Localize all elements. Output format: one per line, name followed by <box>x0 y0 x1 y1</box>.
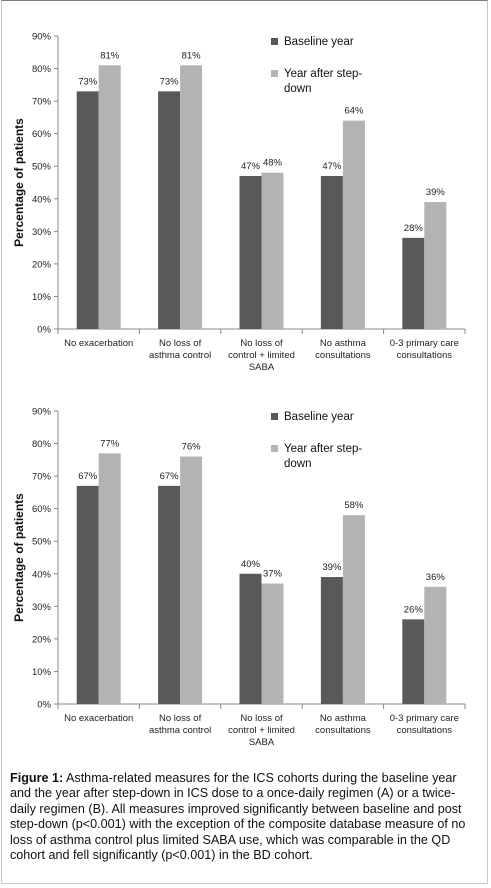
chart-b-data-label: 67% <box>160 471 180 482</box>
chart-a-legend-label-after: Year after step-down <box>284 68 362 95</box>
chart-b-category-label: No loss of <box>240 713 283 724</box>
chart-a-category-label: consultations <box>315 350 371 361</box>
chart-b-y-tick-label: 50% <box>32 537 52 548</box>
chart-a-category-label: consultations <box>397 350 453 361</box>
chart-b-y-tick-label: 70% <box>32 472 52 483</box>
chart-a-bar-after-2 <box>261 172 284 329</box>
chart-b-bar-after-3 <box>342 515 365 704</box>
caption-text: Asthma-related measures for the ICS coho… <box>10 771 466 863</box>
chart-a-y-tick-label: 30% <box>32 227 52 238</box>
chart-a-bar-baseline-3 <box>320 175 343 329</box>
chart-b-bar-baseline-4 <box>402 619 425 704</box>
chart-b-data-label: 37% <box>263 569 283 580</box>
chart-b-bar-after-2 <box>261 583 284 704</box>
chart-a-bar-after-3 <box>342 120 365 330</box>
chart-a-category-label: No exacerbation <box>64 338 133 349</box>
chart-a-data-label: 39% <box>426 187 446 198</box>
chart-a-category-label: control + limited <box>228 350 295 361</box>
chart-b-category-label: No asthma <box>320 713 367 724</box>
chart-a-data-label: 73% <box>78 76 98 87</box>
chart-b: 0% 10% 20% 30% 40% 50% 60% 70% 80% 90% Percentage … <box>6 393 484 763</box>
chart-a-y-axis-title: Percentage of patients <box>12 118 26 247</box>
chart-a-category-label: No asthma <box>320 338 367 349</box>
chart-a-category-label: 0-3 primary care <box>390 338 459 349</box>
chart-b-bar-after-4 <box>424 586 447 704</box>
chart-b-y-tick-label: 10% <box>32 667 52 678</box>
chart-b-category-label: SABA <box>249 737 275 748</box>
chart-b-data-label: 39% <box>322 562 342 573</box>
chart-b-category-label: asthma control <box>149 725 211 736</box>
chart-a-y-tick-label: 20% <box>32 259 52 270</box>
chart-b-legend-label-baseline: Baseline year <box>284 411 354 423</box>
chart-a-bar-after-1 <box>180 65 203 330</box>
chart-a-data-label: 48% <box>263 158 283 169</box>
chart-a-data-label: 73% <box>160 76 180 87</box>
chart-b-category-label: consultations <box>315 725 371 736</box>
chart-a-category-label: SABA <box>249 362 275 373</box>
chart-b-y-tick-label: 90% <box>32 407 52 418</box>
chart-b-y-tick-label: 40% <box>32 569 52 580</box>
chart-b-data-label: 40% <box>241 559 261 570</box>
chart-a-y-tick-label: 0% <box>37 325 51 336</box>
chart-b-data-label: 67% <box>78 471 98 482</box>
chart-a-data-label: 64% <box>344 106 364 117</box>
chart-b-svg: 0% 10% 20% 30% 40% 50% 60% 70% 80% 90% Percentage … <box>12 407 466 748</box>
figure-caption: Figure 1: Asthma-related measures for th… <box>10 771 480 863</box>
chart-b-bar-after-0 <box>98 453 121 704</box>
chart-a-y-tick-label: 70% <box>32 97 52 108</box>
chart-a-svg: 0% 10% 20% 30% 40% 50% 60% 70% 80% 90% Percentage … <box>12 32 466 373</box>
chart-b-category-label: 0-3 primary care <box>390 713 459 724</box>
chart-b-bar-baseline-1 <box>158 485 181 704</box>
chart-b-bar-baseline-0 <box>76 485 99 704</box>
chart-b-legend-swatch-after <box>271 445 278 452</box>
chart-a-data-label: 81% <box>182 50 202 61</box>
chart-a-legend-swatch-baseline <box>271 38 278 45</box>
chart-a-data-label: 28% <box>404 223 424 234</box>
chart-b-bar-after-1 <box>180 456 203 704</box>
chart-b-data-label: 77% <box>100 438 120 449</box>
chart-a-legend-label-baseline: Baseline year <box>284 36 354 48</box>
chart-b-y-axis-title: Percentage of patients <box>12 493 26 622</box>
chart-b-data-label: 36% <box>426 572 446 583</box>
chart-b-legend-swatch-baseline <box>271 413 278 420</box>
chart-a-bar-after-4 <box>424 202 447 329</box>
chart-b-category-label: consultations <box>397 725 453 736</box>
chart-a-data-label: 47% <box>322 161 342 172</box>
chart-b-category-label: No loss of <box>159 713 202 724</box>
chart-a-y-tick-label: 80% <box>32 64 52 75</box>
chart-b-y-tick-label: 0% <box>37 700 51 711</box>
chart-a-legend-swatch-after <box>271 70 278 77</box>
chart-a-y-tick-label: 50% <box>32 162 52 173</box>
chart-b-data-label: 58% <box>344 500 364 511</box>
chart-a-category-label: No loss of <box>240 338 283 349</box>
chart-a-bar-baseline-1 <box>158 91 181 329</box>
chart-a-y-tick-label: 60% <box>32 129 52 140</box>
chart-a: 0% 10% 20% 30% 40% 50% 60% 70% 80% 90% Percentage … <box>6 18 484 388</box>
chart-a-category-label: asthma control <box>149 350 211 361</box>
chart-b-data-label: 76% <box>182 442 202 453</box>
chart-a-bar-baseline-2 <box>239 175 262 329</box>
chart-a-y-tick-label: 10% <box>32 292 52 303</box>
chart-b-bar-baseline-3 <box>320 577 343 704</box>
chart-a-bar-baseline-4 <box>402 237 425 329</box>
chart-b-y-tick-label: 80% <box>32 439 52 450</box>
chart-a-bar-baseline-0 <box>76 91 99 329</box>
chart-b-y-tick-label: 30% <box>32 602 52 613</box>
chart-b-data-label: 26% <box>404 604 424 615</box>
chart-a-data-label: 47% <box>241 161 261 172</box>
chart-a-bar-after-0 <box>98 65 121 330</box>
chart-a-data-label: 81% <box>100 50 120 61</box>
chart-b-bar-baseline-2 <box>239 573 262 704</box>
chart-a-category-label: No loss of <box>159 338 202 349</box>
caption-label: Figure 1: <box>10 771 64 785</box>
chart-b-legend-label-after: Year after step-down <box>284 443 362 470</box>
chart-a-y-tick-label: 40% <box>32 194 52 205</box>
chart-a-y-tick-label: 90% <box>32 32 52 43</box>
chart-b-y-tick-label: 20% <box>32 634 52 645</box>
chart-b-category-label: control + limited <box>228 725 295 736</box>
chart-b-category-label: No exacerbation <box>64 713 133 724</box>
chart-b-y-tick-label: 60% <box>32 504 52 515</box>
